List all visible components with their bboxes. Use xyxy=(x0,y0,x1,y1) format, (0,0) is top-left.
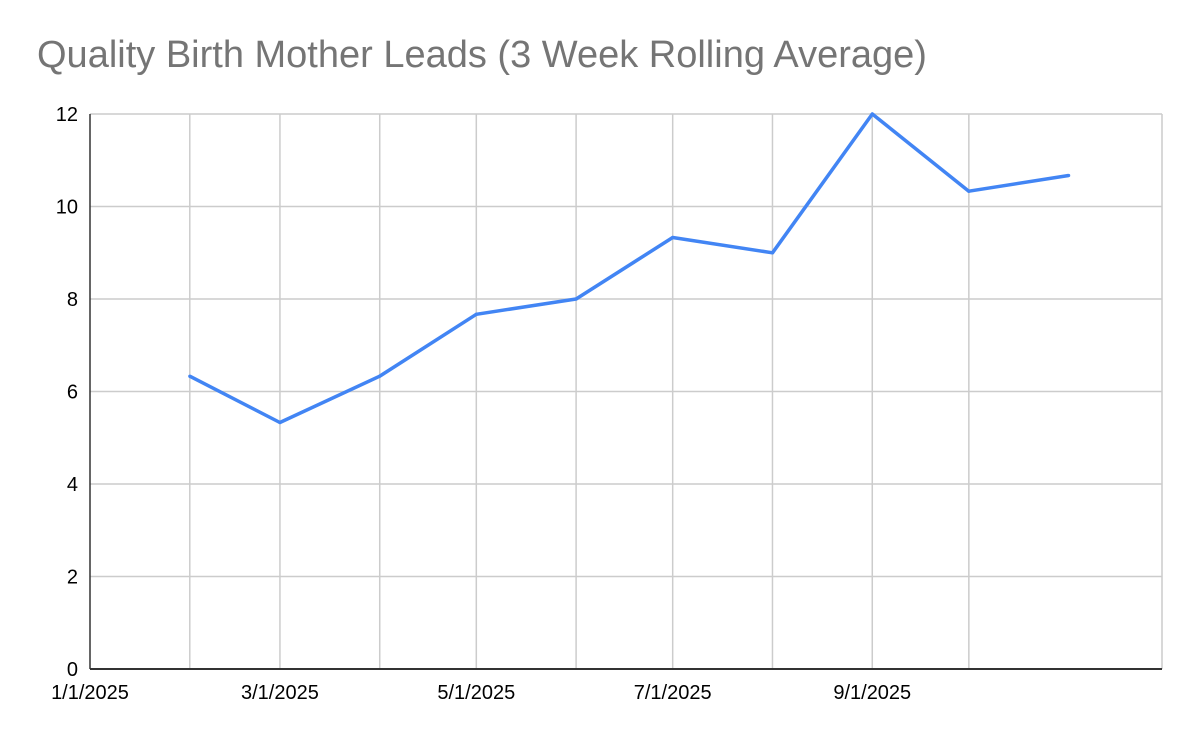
y-tick-label: 8 xyxy=(67,289,78,311)
data-point xyxy=(671,235,675,240)
data-point xyxy=(1067,173,1071,178)
y-tick-label: 6 xyxy=(67,382,78,404)
y-tick-label: 0 xyxy=(67,659,78,681)
data-point xyxy=(278,420,282,425)
x-axis-tick-labels: 1/1/2025 3/1/2025 5/1/2025 7/1/2025 9/1/2025 xyxy=(51,682,911,704)
grid-lines xyxy=(90,113,1163,669)
x-tick-label: 5/1/2025 xyxy=(437,682,515,704)
y-tick-label: 10 xyxy=(56,197,78,219)
data-point xyxy=(770,251,775,255)
data-point xyxy=(967,189,971,193)
x-tick-label: 7/1/2025 xyxy=(634,682,712,704)
data-point xyxy=(188,374,192,378)
x-tick-label: 9/1/2025 xyxy=(833,682,911,704)
data-point xyxy=(870,112,874,116)
data-series xyxy=(188,112,1071,425)
y-tick-label: 2 xyxy=(67,567,78,589)
data-point xyxy=(474,312,478,316)
y-axis-tick-labels: 0 2 4 6 8 10 12 xyxy=(56,104,78,681)
data-point xyxy=(574,297,578,301)
y-tick-label: 12 xyxy=(56,104,78,126)
series-line xyxy=(189,112,1069,425)
chart-title: Quality Birth Mother Leads (3 Week Rolli… xyxy=(37,34,927,76)
x-tick-label: 3/1/2025 xyxy=(241,682,319,704)
data-point xyxy=(378,374,382,378)
x-tick-label: 1/1/2025 xyxy=(51,682,129,704)
y-tick-label: 4 xyxy=(67,474,78,496)
axes xyxy=(89,114,1162,670)
